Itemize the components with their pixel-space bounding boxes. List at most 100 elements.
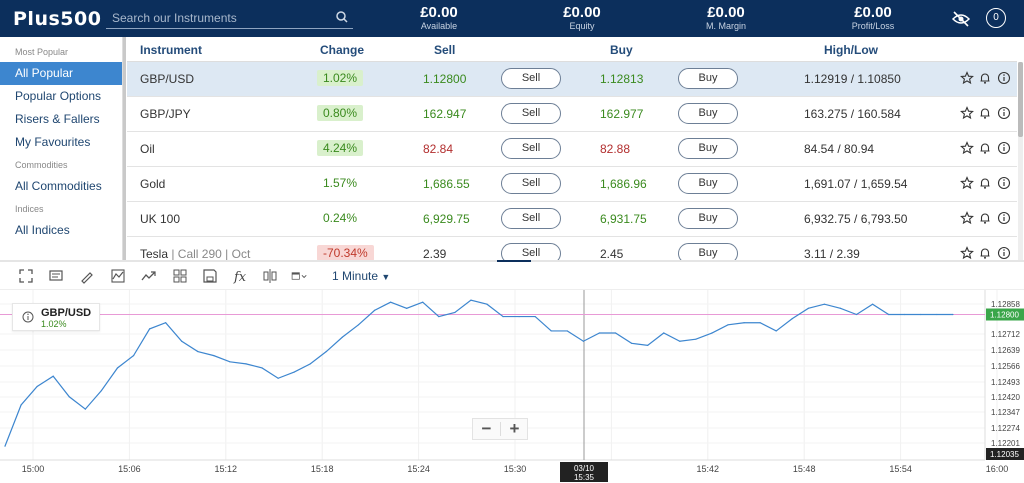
info-icon[interactable] [22,311,34,323]
chat-icon[interactable] [48,268,64,284]
instrument-name[interactable]: GBP/JPY [140,107,191,121]
bell-icon[interactable] [978,211,992,225]
col-sell[interactable]: Sell [434,43,456,57]
search-icon[interactable] [335,10,349,24]
sell-price: 2.39 [423,247,447,260]
info-icon[interactable] [997,246,1011,260]
current-price-label: 1.12800 [990,311,1019,320]
info-icon[interactable] [997,71,1011,85]
sell-button[interactable]: Sell [501,68,561,89]
sidebar-item-all-commodities[interactable]: All Commodities [15,179,102,193]
buy-button[interactable]: Buy [678,138,738,159]
data-point [759,322,761,324]
info-icon[interactable] [997,211,1011,225]
timeframe-select[interactable]: 1 Minute ▼ [332,269,390,283]
available-stat: £0.00 Available [379,4,499,32]
search-box[interactable] [106,7,353,29]
sell-button[interactable]: Sell [501,173,561,194]
sidebar-item-all-indices[interactable]: All Indices [15,223,70,237]
bell-icon[interactable] [978,106,992,120]
bell-icon[interactable] [978,246,992,260]
zoom-controls: − + [472,418,528,440]
notifications-icon[interactable]: 0 [986,8,1006,28]
fullscreen-icon[interactable] [18,268,34,284]
price-chart[interactable]: 1.12858 1.12712 1.12639 1.12566 1.12493 1.124… [0,290,1024,483]
plus500-logo[interactable]: Plus500 [13,8,102,30]
equity-label: Equity [569,21,595,31]
star-icon[interactable] [960,106,974,120]
change-value: 1.57% [323,176,358,190]
instrument-name[interactable]: Oil [140,142,155,156]
bell-icon[interactable] [978,71,992,85]
x-tick-label: 16:00 [986,464,1009,474]
buy-price: 1,686.96 [600,177,647,191]
table-scrollbar-thumb[interactable] [1018,62,1023,137]
bell-icon[interactable] [978,176,992,190]
sidebar-item-popular-options[interactable]: Popular Options [15,89,102,103]
divider-handle[interactable] [497,260,531,262]
table-row[interactable]: Gold 1.57% 1,686.55 Sell 1,686.96 Buy 1,691.07… [127,167,1017,202]
sell-button[interactable]: Sell [501,138,561,159]
data-point [904,313,906,316]
data-point [261,367,263,369]
table-row[interactable]: Tesla | Call 290 | Oct -70.34% 2.39 Sell 2.4… [127,237,1017,260]
x-tick-label: 15:54 [889,464,912,474]
sell-button[interactable]: Sell [501,243,561,260]
table-scrollbar[interactable] [1018,62,1023,260]
buy-button[interactable]: Buy [678,68,738,89]
data-point [823,303,826,305]
instrument-name[interactable]: UK 100 [140,212,180,226]
high-low-value: 84.54 / 80.94 [804,142,875,156]
col-high-low[interactable]: High/Low [824,43,878,57]
panel-divider[interactable] [0,260,1024,262]
calendar-icon[interactable] [291,268,307,284]
info-icon[interactable] [997,176,1011,190]
col-instrument[interactable]: Instrument [140,43,203,57]
data-point [598,332,601,334]
sell-button[interactable]: Sell [501,208,561,229]
search-input[interactable] [112,9,322,27]
bell-icon[interactable] [978,141,992,155]
y-tick-label: 1.12274 [991,424,1020,433]
buy-button[interactable]: Buy [678,243,738,260]
compare-icon[interactable] [262,268,278,284]
info-icon[interactable] [997,141,1011,155]
sidebar-item-risers-fallers[interactable]: Risers & Fallers [15,112,100,126]
sell-button[interactable]: Sell [501,103,561,124]
col-buy[interactable]: Buy [610,43,633,57]
buy-button[interactable]: Buy [678,103,738,124]
buy-button[interactable]: Buy [678,208,738,229]
star-icon[interactable] [960,71,974,85]
buy-button[interactable]: Buy [678,173,738,194]
sidebar-scrollbar[interactable] [123,37,126,260]
instrument-label: UK 100 [140,212,181,226]
table-row[interactable]: Oil 4.24% 82.84 Sell 82.88 Buy 84.54 / 80.94 [127,132,1017,167]
eye-off-icon[interactable] [951,9,971,29]
instrument-name[interactable]: Gold [140,177,165,191]
star-icon[interactable] [960,211,974,225]
function-icon[interactable]: fx [232,268,248,284]
chart-type-icon[interactable] [110,268,126,284]
sidebar-item-my-favourites[interactable]: My Favourites [15,135,91,149]
table-row[interactable]: GBP/USD 1.02% 1.12800 Sell 1.12813 Buy 1.12919… [127,62,1017,97]
sidebar-item-all-popular[interactable]: All Popular [0,62,122,85]
instrument-name[interactable]: Tesla | Call 290 | Oct [140,247,250,260]
indicators-icon[interactable] [141,268,157,284]
chevron-down-icon: ▼ [381,272,391,282]
instrument-name[interactable]: GBP/USD [140,72,194,86]
star-icon[interactable] [960,141,974,155]
star-icon[interactable] [960,246,974,260]
info-icon[interactable] [997,106,1011,120]
table-row[interactable]: GBP/JPY 0.80% 162.947 Sell 162.977 Buy 163.275… [127,97,1017,132]
table-row[interactable]: UK 100 0.24% 6,929.75 Sell 6,931.75 Buy 6,932.… [127,202,1017,237]
category-sidebar: Most Popular All Popular Popular Options… [0,37,123,260]
draw-icon[interactable] [79,268,95,284]
zoom-out-button[interactable]: − [481,419,492,438]
star-icon[interactable] [960,176,974,190]
crosshair-date-label: 03/10 [574,464,595,473]
zoom-in-button[interactable]: + [509,419,520,438]
high-low-value: 3.11 / 2.39 [804,247,860,260]
layout-icon[interactable] [172,268,188,284]
save-icon[interactable] [202,268,218,284]
col-change[interactable]: Change [320,43,365,57]
